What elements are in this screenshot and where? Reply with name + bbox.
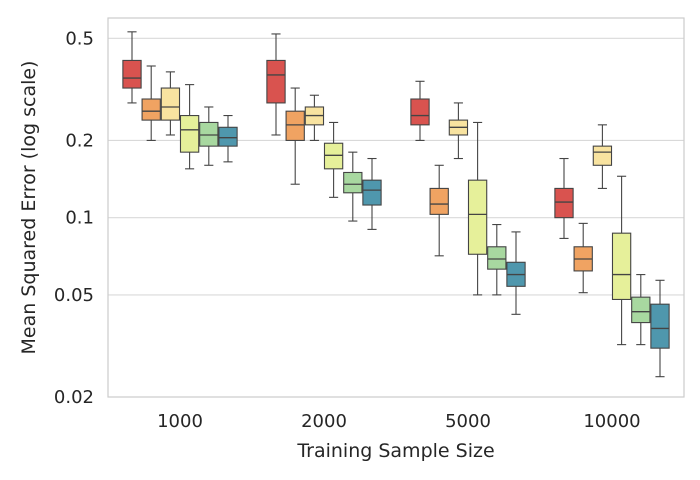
box-1000-series-4 [179, 84, 200, 170]
box-iqr [487, 246, 507, 270]
box-iqr [410, 98, 430, 126]
box-iqr [362, 179, 382, 206]
box-iqr [218, 126, 238, 147]
x-axis-ticks: 1000 2000 5000 10000 [157, 411, 641, 432]
box-iqr [141, 98, 161, 121]
box-2000-series-5 [343, 151, 363, 222]
box-2000-series-2 [285, 87, 305, 185]
box-10000-series-6 [650, 279, 670, 378]
box-iqr [179, 115, 200, 153]
box-5000-series-2 [429, 164, 449, 257]
box-1000-series-2 [141, 65, 161, 141]
x-axis-label: Training Sample Size [296, 440, 494, 462]
box-5000-series-6 [506, 231, 526, 315]
box-iqr [266, 59, 286, 104]
box-iqr [467, 179, 488, 255]
y-tick-label: 0.05 [54, 285, 94, 306]
box-iqr [122, 59, 142, 89]
box-5000-series-1 [410, 80, 430, 141]
box-iqr [429, 187, 449, 215]
box-2000-series-4 [323, 121, 344, 198]
box-1000-series-1 [122, 31, 142, 104]
x-tick-label: 5000 [445, 411, 491, 432]
y-tick-label: 0.02 [54, 387, 94, 408]
box-10000-series-3 [592, 124, 613, 189]
box-5000-series-5 [487, 224, 507, 296]
box-iqr [650, 303, 670, 349]
box-2000-series-1 [266, 33, 286, 136]
plot-frame [107, 17, 685, 398]
box-iqr [611, 232, 632, 300]
y-tick-label: 0.5 [65, 28, 94, 49]
y-axis-ticks: 0.02 0.05 0.1 0.2 0.5 [54, 28, 94, 408]
y-tick-label: 0.1 [65, 208, 94, 229]
box-iqr [592, 145, 613, 166]
box-iqr [554, 187, 574, 219]
x-tick-label: 10000 [583, 411, 640, 432]
box-series [122, 31, 670, 378]
box-iqr [631, 296, 651, 324]
box-1000-series-3 [160, 71, 181, 136]
box-10000-series-5 [631, 274, 651, 346]
box-10000-series-1 [554, 157, 574, 239]
box-iqr [343, 171, 363, 194]
box-2000-series-3 [304, 94, 325, 141]
box-5000-series-3 [448, 102, 469, 160]
box-iqr [199, 121, 219, 147]
x-tick-label: 2000 [301, 411, 347, 432]
y-axis-label: Mean Squared Error (log scale) [18, 61, 40, 355]
x-tick-label: 1000 [157, 411, 203, 432]
box-iqr [160, 87, 181, 121]
box-5000-series-4 [467, 121, 488, 296]
box-1000-series-5 [199, 106, 219, 166]
box-2000-series-6 [362, 157, 382, 230]
box-10000-series-2 [573, 222, 593, 294]
y-tick-label: 0.2 [65, 130, 94, 151]
box-iqr [323, 142, 344, 170]
box-1000-series-6 [218, 115, 238, 163]
box-iqr [285, 110, 305, 141]
box-10000-series-4 [611, 175, 632, 346]
